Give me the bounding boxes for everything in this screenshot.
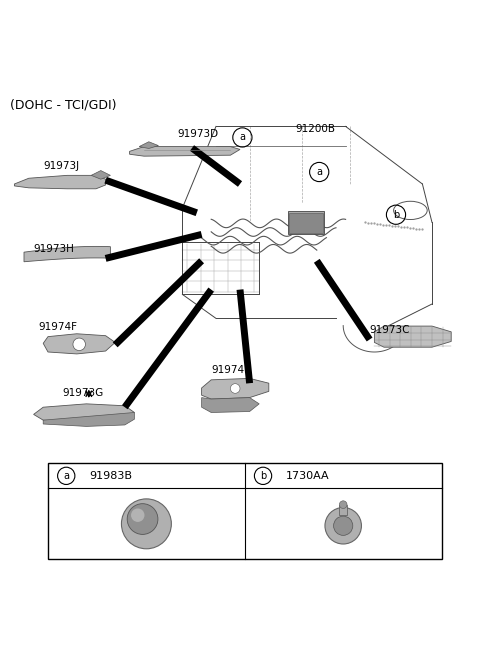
Polygon shape xyxy=(130,146,240,156)
Text: a: a xyxy=(316,167,322,177)
Text: 91974B: 91974B xyxy=(211,365,252,375)
Polygon shape xyxy=(91,171,110,179)
Polygon shape xyxy=(34,404,134,422)
Bar xyxy=(339,504,347,515)
Polygon shape xyxy=(202,379,269,399)
Polygon shape xyxy=(43,413,134,426)
Circle shape xyxy=(127,504,158,535)
Bar xyxy=(289,213,323,233)
Polygon shape xyxy=(139,142,158,148)
Text: 91973C: 91973C xyxy=(370,325,410,335)
Bar xyxy=(48,463,442,560)
Circle shape xyxy=(325,508,361,544)
Text: b: b xyxy=(260,471,266,481)
Text: a: a xyxy=(63,471,69,481)
Text: (DOHC - TCI/GDI): (DOHC - TCI/GDI) xyxy=(10,98,116,112)
Text: 1730AA: 1730AA xyxy=(286,471,329,481)
Bar xyxy=(288,211,324,234)
Text: 91973G: 91973G xyxy=(62,388,104,398)
Text: 91200B: 91200B xyxy=(295,123,335,134)
Text: 91973J: 91973J xyxy=(43,161,79,171)
Polygon shape xyxy=(43,334,115,354)
Polygon shape xyxy=(24,247,110,262)
Text: 91983B: 91983B xyxy=(89,471,132,481)
Circle shape xyxy=(131,508,144,522)
Polygon shape xyxy=(14,175,106,189)
Text: 91974F: 91974F xyxy=(38,322,77,332)
Text: b: b xyxy=(393,210,399,220)
Circle shape xyxy=(73,338,85,350)
Circle shape xyxy=(121,499,171,549)
Circle shape xyxy=(339,501,347,508)
Polygon shape xyxy=(374,326,451,347)
Text: a: a xyxy=(240,133,245,142)
Text: 91973D: 91973D xyxy=(178,129,219,139)
Circle shape xyxy=(334,516,353,535)
Circle shape xyxy=(230,384,240,394)
Polygon shape xyxy=(202,398,259,413)
Text: 91973H: 91973H xyxy=(34,243,74,254)
